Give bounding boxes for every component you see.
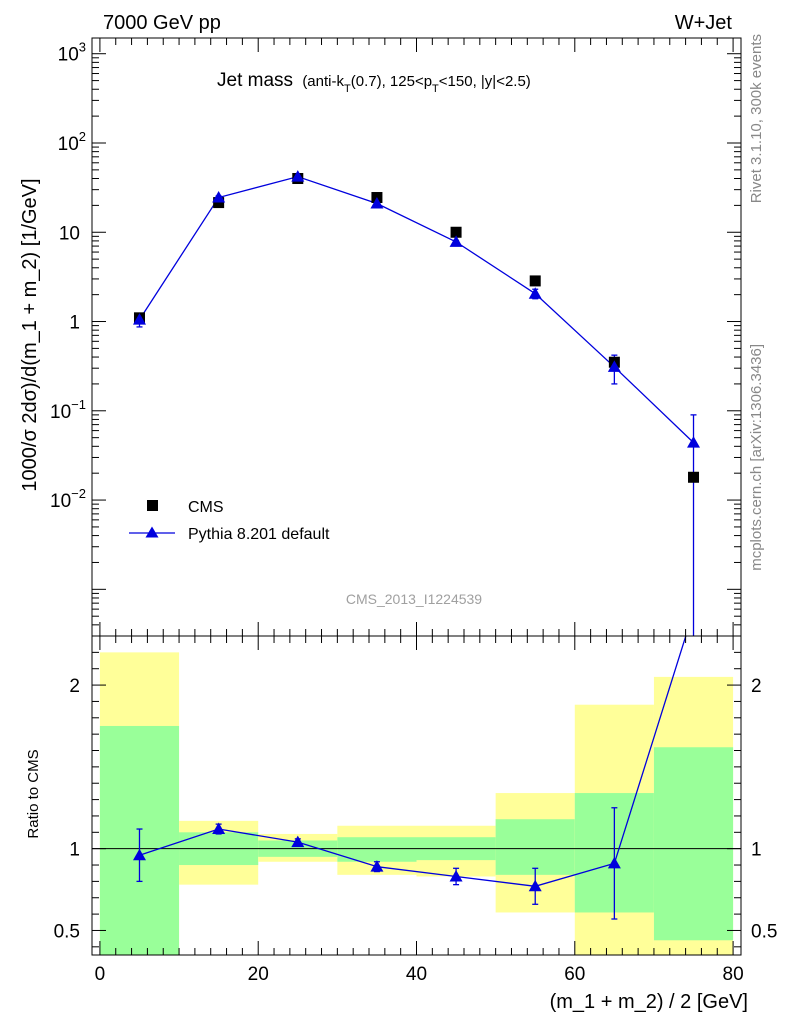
main-y-tick-label: 102 bbox=[58, 129, 86, 155]
ratio-y-tick-label-right: 0.5 bbox=[751, 921, 777, 942]
ratio-band-inner bbox=[495, 819, 575, 875]
ratio-band-inner bbox=[653, 747, 734, 941]
main-y-tick-label: 10−2 bbox=[50, 486, 86, 512]
ratio-point bbox=[528, 879, 542, 892]
main-y-tick-label-base: 10 bbox=[58, 45, 79, 66]
x-tick-label: 40 bbox=[406, 964, 427, 985]
ratio-band-inner bbox=[337, 837, 417, 862]
ratio-axes-layer: 2 2 1 1 0.5 0.5 0 20 40 60 80 bbox=[54, 635, 777, 985]
watermark-label: CMS_2013_I1224539 bbox=[346, 591, 482, 607]
plot-title-detail-3: <150, |y|<2.5) bbox=[439, 73, 531, 90]
plot-title-subscript: T bbox=[344, 83, 351, 95]
ratio-y-tick-label: 0.5 bbox=[54, 921, 80, 942]
ratio-point bbox=[449, 869, 463, 882]
x-tick-label: 20 bbox=[248, 964, 269, 985]
ratio-point bbox=[132, 848, 146, 861]
cms-point bbox=[450, 226, 462, 238]
cms-point bbox=[529, 275, 541, 287]
ratio-line bbox=[139, 636, 687, 887]
cms-point bbox=[688, 471, 700, 483]
main-panel: Jet mass (anti-kT(0.7), 125<pT<150, |y|<… bbox=[19, 37, 742, 637]
ratio-series-layer bbox=[92, 636, 741, 920]
ratio-y-tick-label-right: 1 bbox=[751, 840, 762, 861]
pythia-point bbox=[449, 235, 463, 247]
main-y-tick-label: 1 bbox=[69, 313, 80, 334]
legend-marker-pythia bbox=[145, 526, 159, 538]
main-y-tick-label-base: 10 bbox=[50, 402, 71, 423]
ratio-y-tick-label: 1 bbox=[69, 840, 80, 861]
main-y-tick-label-exp: 2 bbox=[79, 129, 86, 144]
ratio-y-tick-label-right: 2 bbox=[751, 676, 762, 697]
ratio-point bbox=[291, 835, 305, 848]
main-y-tick-label-exp: 3 bbox=[79, 40, 86, 55]
pythia-point bbox=[132, 313, 146, 325]
ratio-y-axis-label: Ratio to CMS bbox=[25, 749, 42, 838]
process-label: W+Jet bbox=[675, 12, 733, 34]
x-tick-label: 80 bbox=[723, 964, 744, 985]
plot-title-subscript-2: T bbox=[432, 83, 439, 95]
x-tick-label: 60 bbox=[564, 964, 585, 985]
main-frame bbox=[91, 37, 742, 637]
pythia-line bbox=[138, 175, 694, 444]
cms-point bbox=[213, 197, 225, 209]
ratio-point bbox=[370, 860, 384, 872]
ratio-point bbox=[607, 856, 621, 869]
plot-title: Jet mass (anti-kT(0.7), 125<pT<150, |y|<… bbox=[217, 70, 531, 95]
rivet-version-label: Rivet 3.1.10, 300k events bbox=[748, 34, 765, 203]
legend-label-pythia: Pythia 8.201 default bbox=[188, 526, 330, 543]
main-y-tick-label-exp: −1 bbox=[71, 397, 86, 412]
main-y-tick-label: 103 bbox=[58, 40, 86, 66]
pythia-point bbox=[607, 360, 621, 372]
plot-title-main: Jet mass bbox=[217, 70, 293, 91]
pythia-point bbox=[687, 436, 701, 448]
main-y-tick-label: 10 bbox=[59, 223, 80, 244]
ratio-bands-layer bbox=[99, 652, 734, 955]
ratio-y-tick-label: 2 bbox=[69, 676, 80, 697]
main-y-tick-label-base: 10 bbox=[50, 491, 71, 512]
plot-title-detail: (anti-k bbox=[302, 73, 344, 90]
legend-marker-cms bbox=[147, 500, 158, 511]
main-series-layer bbox=[132, 170, 701, 636]
main-y-axis-label: 1000/σ 2dσ)/d(m_1 + m_2) [1/GeV] bbox=[19, 178, 41, 491]
pythia-point bbox=[370, 196, 384, 209]
main-y-tick-label-exp: −2 bbox=[71, 486, 86, 501]
main-y-tick-label-base: 10 bbox=[58, 134, 79, 155]
x-axis-label: (m_1 + m_2) / 2 [GeV] bbox=[550, 991, 748, 1013]
energy-label: 7000 GeV pp bbox=[103, 12, 221, 34]
main-y-tick-label: 10−1 bbox=[50, 397, 86, 423]
plot-title-detail-2: (0.7), 125<p bbox=[351, 73, 432, 90]
pythia-point bbox=[528, 287, 542, 299]
mcplots-label: mcplots.cern.ch [arXiv:1306.3436] bbox=[748, 344, 765, 571]
ratio-panel: Ratio to CMS (m_1 + m_2) / 2 [GeV] 2 2 1 1 0… bbox=[25, 635, 777, 1013]
pythia-point bbox=[212, 191, 226, 203]
pythia-point bbox=[291, 170, 305, 182]
legend-label-cms: CMS bbox=[188, 499, 224, 516]
ratio-point bbox=[212, 822, 226, 835]
legend: CMS Pythia 8.201 default bbox=[129, 499, 330, 543]
x-tick-label: 0 bbox=[95, 964, 106, 985]
